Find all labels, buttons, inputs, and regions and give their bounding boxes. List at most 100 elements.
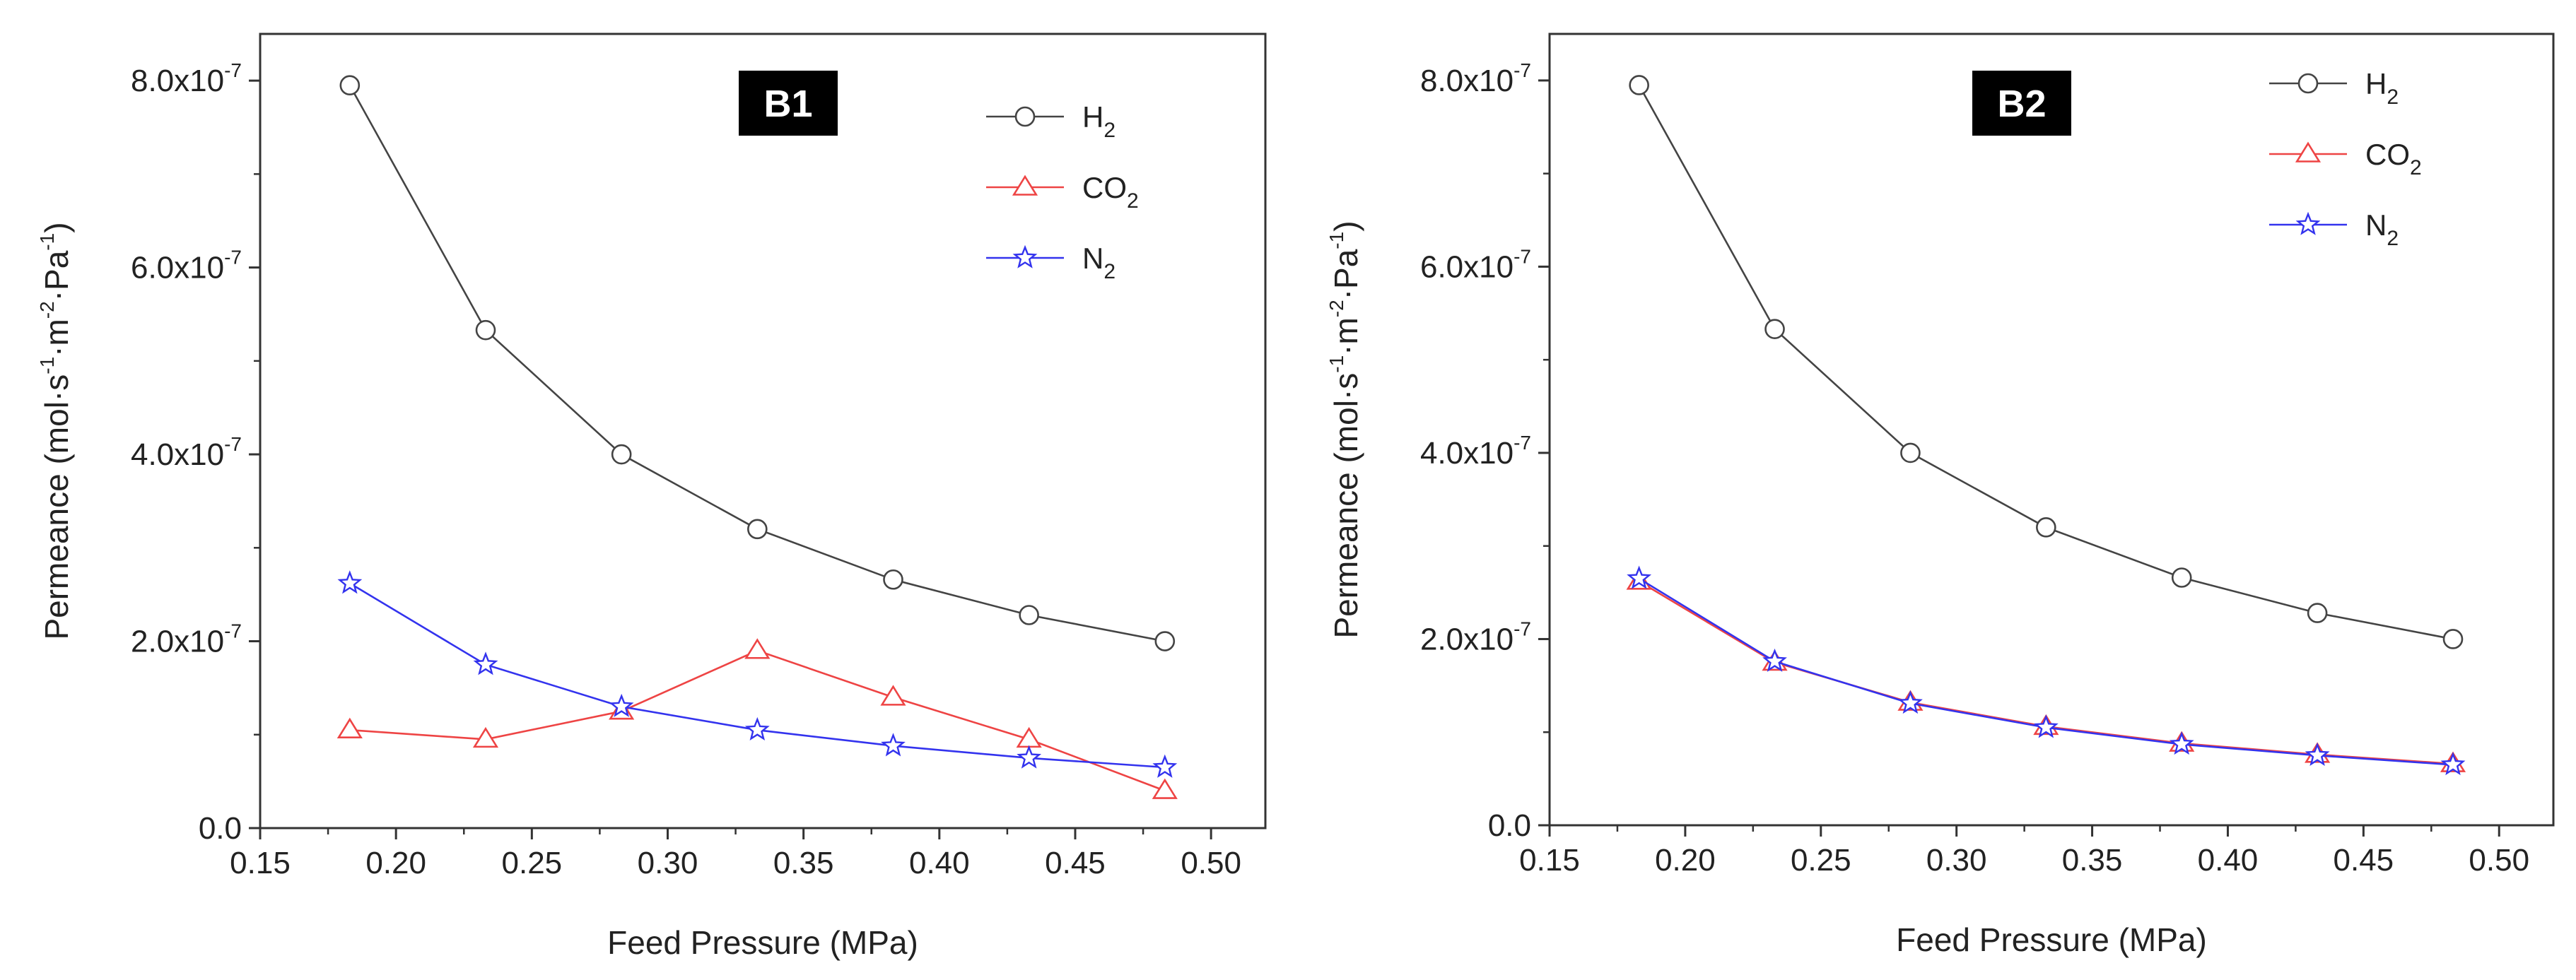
series-co2	[1626, 569, 2466, 772]
x-axis-title: Feed Pressure (MPa)	[1896, 921, 2207, 958]
data-point-co2	[880, 685, 906, 706]
y-tick-mantissa: 6.0x10	[131, 251, 224, 285]
legend-label-subscript: 2	[1103, 260, 1116, 283]
y-title-part: )	[38, 222, 75, 232]
y-tick-mantissa: 8.0x10	[1420, 64, 1514, 98]
y-tick-mantissa: 4.0x10	[131, 437, 224, 472]
data-point-h2	[2442, 629, 2464, 649]
data-point-h2	[1900, 442, 1921, 464]
y-axis-title: Permeance (mol·s-1·m-2·Pa-1)	[36, 222, 75, 639]
y-tick-mantissa: 2.0x10	[131, 625, 224, 659]
legend-marker-co2	[2295, 141, 2322, 163]
x-tick-label: 0.35	[773, 846, 834, 880]
y-title-part: ·m	[1328, 317, 1364, 355]
y-title-exponent: -1	[36, 233, 58, 251]
legend-label-subscript: 2	[1127, 189, 1139, 213]
legend-marker-co2	[1012, 175, 1038, 196]
series-line-n2	[349, 582, 1165, 769]
data-point-n2	[2440, 752, 2466, 776]
plot-frame	[1548, 33, 2555, 827]
data-point-n2	[609, 693, 634, 717]
legend-label-subscript: 2	[1103, 119, 1116, 142]
legend-label-h2: H2	[2365, 67, 2399, 109]
legend-marker-h2	[2297, 73, 2319, 94]
data-point-co2	[472, 726, 499, 748]
x-tick-label: 0.25	[1791, 843, 1851, 878]
data-point-n2	[1152, 754, 1178, 778]
x-tick-label: 0.30	[638, 846, 698, 880]
plot-frame	[259, 33, 1267, 830]
y-tick-label: 2.0x10-7	[1420, 618, 1531, 656]
y-tick-mantissa: 0.0	[1488, 808, 1531, 843]
panel-label: B1	[763, 83, 812, 125]
data-point-h2	[1764, 319, 1785, 339]
y-tick-label: 0.0	[199, 811, 242, 846]
panel-label: B2	[1997, 83, 2046, 125]
data-point-n2	[2169, 731, 2194, 755]
y-tick-label: 6.0x10-7	[131, 247, 242, 285]
legend-marker-n2	[1012, 244, 1038, 268]
legend-label-base: H	[2365, 67, 2387, 100]
legend-label-co2: CO2	[1082, 171, 1139, 213]
x-axis-title: Feed Pressure (MPa)	[607, 924, 918, 961]
series-h2	[1629, 75, 2464, 649]
y-tick-label: 2.0x10-7	[131, 620, 242, 659]
y-tick-mantissa: 4.0x10	[1420, 436, 1514, 471]
data-point-n2	[337, 570, 363, 594]
panel-label-box	[739, 71, 838, 136]
legend-label-subscript: 2	[2387, 227, 2399, 250]
series-co2	[336, 638, 1178, 799]
x-tick-label: 0.15	[1519, 843, 1580, 878]
y-tick-exponent: -7	[1514, 432, 1531, 454]
x-tick-label: 0.15	[230, 846, 291, 880]
data-point-h2	[1019, 605, 1039, 625]
legend-label-base: CO	[1082, 171, 1127, 204]
panel-label-box	[1972, 71, 2071, 136]
y-title-exponent: -1	[1325, 232, 1347, 249]
series-line-co2	[1638, 580, 2454, 765]
y-tick-exponent: -7	[1514, 618, 1531, 639]
x-tick-label: 0.20	[365, 846, 426, 880]
data-point-n2	[2305, 742, 2330, 766]
data-point-n2	[1627, 565, 1652, 589]
y-title-part: Permeance (mol·s	[1328, 373, 1364, 639]
data-point-h2	[339, 75, 361, 96]
legend-marker-n2	[2295, 211, 2321, 235]
y-title-part: ·Pa	[1328, 249, 1364, 300]
x-tick-label: 0.35	[2062, 843, 2123, 878]
chart-panel-b1: 0.15 0.20 0.25 0.30 0.35 0.40 0.45 0.50 0.0 2.0x1…	[36, 33, 1267, 961]
data-point-h2	[2307, 603, 2328, 623]
y-title-exponent: -1	[1325, 355, 1347, 373]
data-point-h2	[1154, 631, 1176, 651]
data-point-n2	[881, 733, 906, 757]
y-title-part: ·Pa	[38, 250, 75, 301]
y-title-exponent: -2	[1325, 300, 1347, 317]
legend-label-base: CO	[2365, 138, 2410, 171]
legend-label-base: N	[2365, 208, 2387, 242]
legend-label-n2: N2	[2365, 208, 2399, 250]
data-point-co2	[336, 717, 363, 738]
series-line-n2	[1638, 577, 2454, 766]
x-tick-label: 0.45	[1045, 846, 1106, 880]
data-point-co2	[744, 638, 771, 659]
y-tick-exponent: -7	[224, 433, 242, 455]
x-tick-label: 0.25	[502, 846, 563, 880]
y-tick-label: 4.0x10-7	[1420, 432, 1531, 471]
y-tick-label: 4.0x10-7	[131, 433, 242, 472]
y-tick-label: 8.0x10-7	[1420, 59, 1531, 98]
data-point-n2	[1898, 690, 1923, 714]
x-tick-label: 0.50	[1181, 846, 1241, 880]
y-tick-label: 6.0x10-7	[1420, 245, 1531, 284]
y-tick-exponent: -7	[224, 620, 242, 642]
series-n2	[1627, 565, 2466, 776]
data-point-h2	[1629, 75, 1649, 95]
x-tick-label: 0.40	[2198, 843, 2259, 878]
x-tick-label: 0.30	[1926, 843, 1987, 878]
y-tick-label: 8.0x10-7	[131, 59, 242, 98]
data-point-h2	[747, 519, 768, 540]
y-tick-exponent: -7	[224, 247, 242, 268]
data-point-n2	[2034, 714, 2059, 738]
y-tick-mantissa: 0.0	[199, 811, 242, 846]
series-h2	[339, 75, 1176, 651]
